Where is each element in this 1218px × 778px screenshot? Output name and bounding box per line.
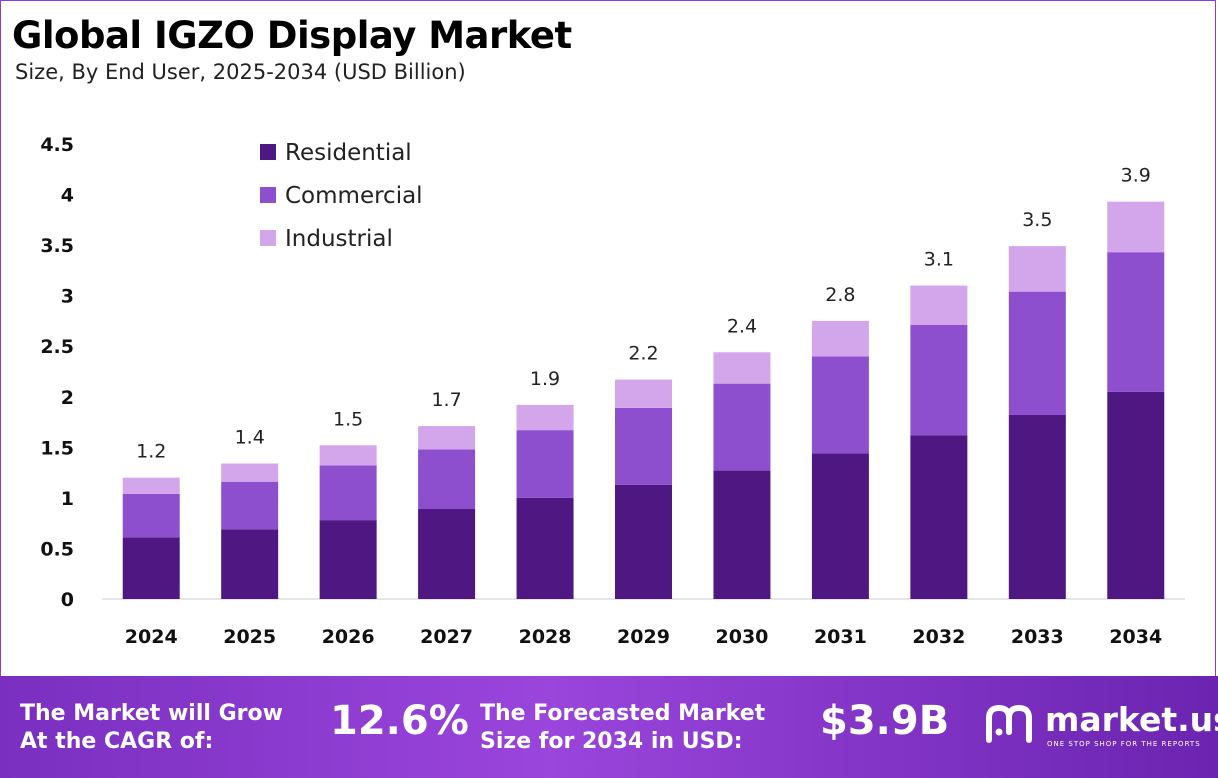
- total-label-2026: 1.5: [333, 408, 363, 430]
- total-labels: 1.2 1.4 1.5 1.7 1.9 2.2 2.4 2.8 3.1 3.5 3.9: [136, 165, 1151, 463]
- x-tick-label: 2029: [617, 626, 670, 648]
- bar-residential-2030: [713, 470, 771, 599]
- total-label-2029: 2.2: [628, 343, 658, 365]
- brand-logo: market.us ONE STOP SHOP FOR THE REPORTS: [985, 698, 1218, 758]
- bars-group: [122, 201, 1165, 599]
- bar-commercial-2027: [418, 449, 476, 510]
- legend-swatch-residential: [260, 144, 276, 160]
- x-tick-label: 2027: [420, 626, 473, 648]
- x-tick-label: 2032: [912, 626, 965, 648]
- y-tick-label: 0: [61, 589, 74, 611]
- forecast-value: $3.9B: [820, 698, 950, 744]
- chart-title: Global IGZO Display Market: [12, 14, 572, 57]
- brand-name: market.us: [1045, 700, 1218, 739]
- forecast-label-line2: Size for 2034 in USD:: [480, 729, 743, 754]
- y-tick-label: 2.5: [40, 336, 74, 358]
- bar-industrial-2031: [811, 320, 869, 357]
- y-tick-label: 3.5: [40, 235, 74, 257]
- y-tick-label: 2: [61, 387, 74, 409]
- x-tick-label: 2024: [125, 626, 178, 648]
- y-tick-label: 4.5: [40, 134, 74, 156]
- legend-label-residential: Residential: [285, 140, 412, 166]
- y-tick-label: 3: [61, 286, 74, 308]
- x-tick-label: 2025: [223, 626, 276, 648]
- bar-commercial-2029: [615, 407, 672, 485]
- y-axis-ticks: 0 0.5 1 1.5 2 2.5 3 3.5 4 4.5: [40, 134, 74, 611]
- cagr-label: The Market will Grow At the CAGR of:: [20, 700, 283, 756]
- forecast-label: The Forecasted Market Size for 2034 in U…: [480, 700, 765, 756]
- x-tick-label: 2028: [519, 626, 572, 648]
- total-label-2033: 3.5: [1022, 209, 1052, 231]
- total-label-2032: 3.1: [924, 249, 954, 271]
- bar-commercial-2028: [516, 430, 574, 498]
- bar-industrial-2030: [713, 352, 771, 384]
- bar-residential-2028: [516, 497, 574, 599]
- y-tick-label: 4: [61, 185, 74, 207]
- bar-commercial-2030: [713, 383, 771, 471]
- total-label-2024: 1.2: [136, 441, 166, 463]
- legend-label-industrial: Industrial: [285, 226, 393, 252]
- bar-commercial-2026: [319, 465, 377, 521]
- bar-residential-2034: [1107, 391, 1165, 599]
- footer-banner: The Market will Grow At the CAGR of: 12.…: [0, 676, 1218, 778]
- bar-residential-2032: [910, 435, 968, 599]
- cagr-label-line2: At the CAGR of:: [20, 729, 214, 754]
- y-tick-label: 1: [61, 488, 74, 510]
- x-tick-label: 2031: [814, 626, 867, 648]
- legend-swatch-commercial: [260, 187, 276, 203]
- bar-commercial-2031: [811, 356, 869, 454]
- bar-commercial-2032: [910, 324, 968, 436]
- total-label-2034: 3.9: [1121, 165, 1151, 187]
- market-us-logo-icon: [986, 704, 1032, 743]
- legend-label-commercial: Commercial: [285, 183, 423, 209]
- y-tick-label: 0.5: [40, 538, 74, 560]
- total-label-2028: 1.9: [530, 368, 560, 390]
- x-tick-label: 2030: [716, 626, 769, 648]
- legend: Residential Commercial Industrial: [260, 140, 423, 252]
- bar-industrial-2027: [418, 426, 476, 450]
- bar-industrial-2033: [1008, 246, 1066, 292]
- x-axis-ticks: 2024 2025 2026 2027 2028 2029 2030 2031 2032 2033…: [125, 626, 1162, 648]
- bar-residential-2025: [221, 529, 279, 599]
- bar-industrial-2026: [319, 445, 377, 466]
- legend-swatch-industrial: [260, 230, 276, 246]
- bar-industrial-2024: [122, 477, 180, 494]
- chart-subtitle: Size, By End User, 2025-2034 (USD Billio…: [15, 60, 466, 84]
- bar-residential-2029: [615, 484, 672, 599]
- forecast-label-line1: The Forecasted Market: [480, 701, 766, 726]
- bar-commercial-2033: [1008, 291, 1066, 415]
- total-label-2030: 2.4: [727, 315, 757, 337]
- bar-residential-2033: [1008, 414, 1066, 599]
- cagr-label-line1: The Market will Grow: [20, 701, 283, 726]
- bar-industrial-2032: [910, 285, 968, 325]
- bar-residential-2031: [811, 453, 869, 599]
- x-tick-label: 2034: [1109, 626, 1162, 648]
- bar-residential-2027: [418, 509, 476, 599]
- bar-industrial-2028: [516, 404, 574, 431]
- x-tick-label: 2033: [1011, 626, 1064, 648]
- cagr-value: 12.6%: [330, 698, 469, 744]
- bar-industrial-2029: [615, 379, 672, 408]
- bar-industrial-2034: [1107, 201, 1165, 253]
- bar-industrial-2025: [221, 463, 279, 482]
- x-tick-label: 2026: [322, 626, 375, 648]
- bar-commercial-2025: [221, 481, 279, 530]
- bar-residential-2024: [122, 537, 180, 599]
- stacked-bar-chart: 0 0.5 1 1.5 2 2.5 3 3.5 4 4.5 1.2 1.4 1.5 1.7 1.9 2.2 2…: [40, 134, 1185, 648]
- brand-tagline: ONE STOP SHOP FOR THE REPORTS: [1047, 740, 1201, 748]
- bar-commercial-2024: [122, 493, 180, 538]
- total-label-2031: 2.8: [825, 284, 855, 306]
- y-tick-label: 1.5: [40, 437, 74, 459]
- plot-panel: 0 0.5 1 1.5 2 2.5 3 3.5 4 4.5 1.2 1.4 1.5 1.7 1.9 2.2 2…: [2, 114, 1215, 676]
- bar-residential-2026: [319, 520, 377, 599]
- total-label-2025: 1.4: [235, 427, 265, 449]
- bar-commercial-2034: [1107, 252, 1165, 392]
- total-label-2027: 1.7: [431, 389, 461, 411]
